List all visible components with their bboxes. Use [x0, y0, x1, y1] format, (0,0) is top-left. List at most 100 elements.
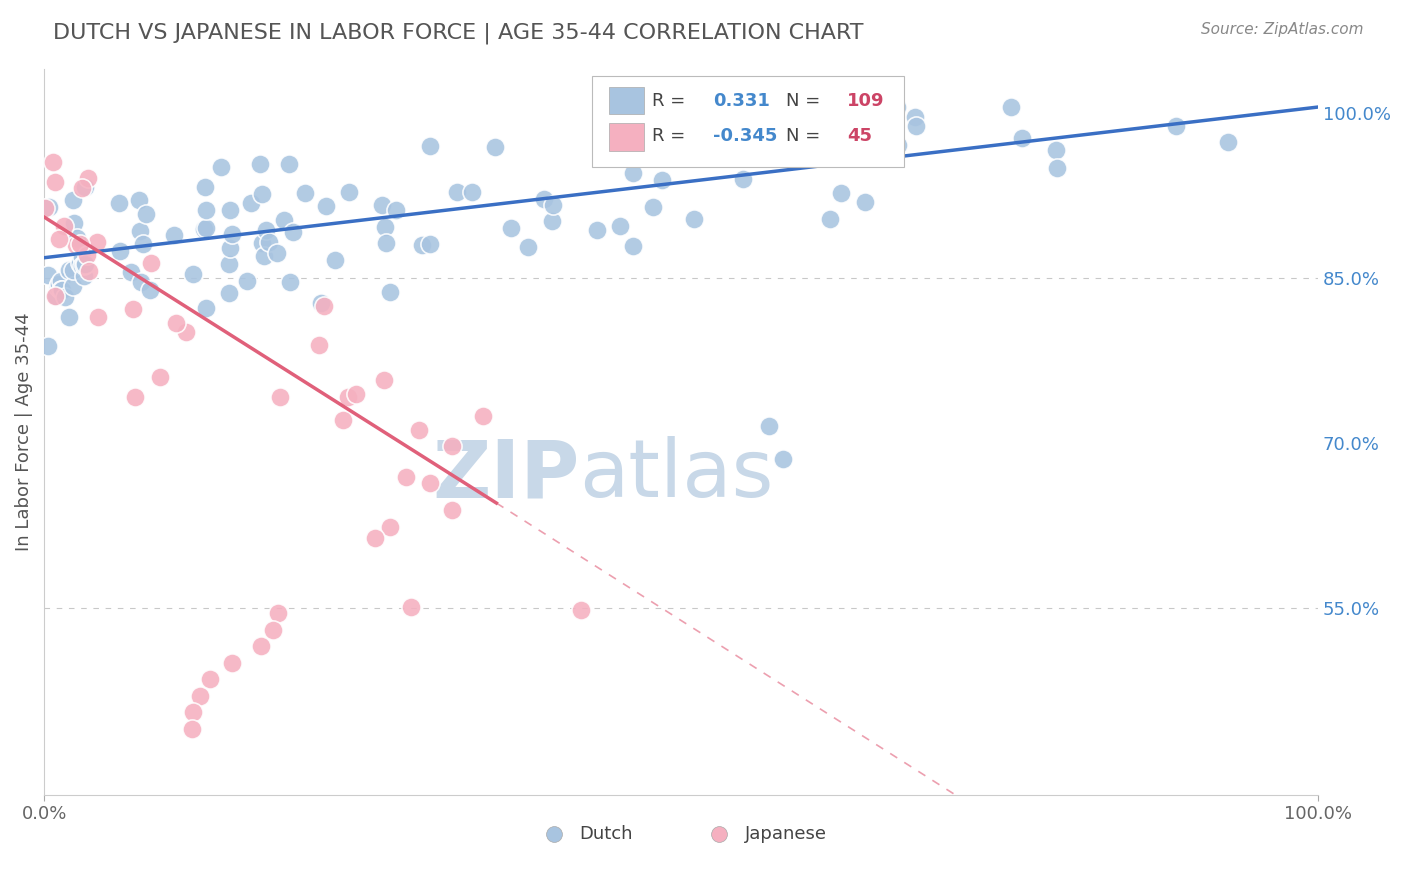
Point — [139, 284, 162, 298]
Point — [124, 390, 146, 404]
Point — [73, 259, 96, 273]
Point — [394, 470, 416, 484]
Point — [461, 185, 484, 199]
Point — [533, 192, 555, 206]
Point — [411, 238, 433, 252]
Point — [221, 227, 243, 242]
Point — [70, 260, 93, 274]
Text: DUTCH VS JAPANESE IN LABOR FORCE | AGE 35-44 CORRELATION CHART: DUTCH VS JAPANESE IN LABOR FORCE | AGE 3… — [53, 22, 863, 44]
Point — [471, 409, 494, 424]
Point — [135, 207, 157, 221]
Point — [541, 213, 564, 227]
Point — [371, 198, 394, 212]
Point — [65, 237, 87, 252]
Point — [378, 520, 401, 534]
Point — [193, 180, 215, 194]
Point — [165, 316, 187, 330]
Point — [315, 199, 337, 213]
Point — [218, 202, 240, 217]
Point — [609, 219, 631, 233]
Point — [828, 100, 851, 114]
Point — [419, 139, 441, 153]
Point — [62, 193, 84, 207]
FancyBboxPatch shape — [609, 123, 644, 151]
Point — [76, 248, 98, 262]
Point — [257, 235, 280, 249]
Point — [218, 256, 240, 270]
Point — [419, 476, 441, 491]
Point — [49, 283, 72, 297]
Point — [621, 166, 644, 180]
Point — [1011, 131, 1033, 145]
Point — [42, 154, 65, 169]
Point — [586, 223, 609, 237]
Point — [195, 202, 218, 217]
FancyBboxPatch shape — [592, 76, 904, 167]
Text: Source: ZipAtlas.com: Source: ZipAtlas.com — [1201, 22, 1364, 37]
Point — [87, 310, 110, 325]
Point — [773, 105, 796, 120]
FancyBboxPatch shape — [609, 87, 644, 114]
Text: ZIP: ZIP — [432, 436, 579, 514]
Point — [758, 419, 780, 434]
Point — [262, 623, 284, 637]
Point — [219, 241, 242, 255]
Point — [252, 249, 274, 263]
Text: R =: R = — [652, 127, 685, 145]
Point — [446, 186, 468, 200]
Point — [651, 173, 673, 187]
Point — [905, 120, 928, 134]
Point — [181, 722, 204, 736]
Point — [163, 227, 186, 242]
Point — [254, 223, 277, 237]
Point — [716, 129, 738, 144]
Point — [66, 230, 89, 244]
Point — [811, 118, 834, 132]
Point — [541, 198, 564, 212]
Point — [440, 503, 463, 517]
Point — [294, 186, 316, 200]
Point — [62, 216, 84, 230]
Point — [870, 126, 893, 140]
Point — [48, 232, 70, 246]
Point — [240, 196, 263, 211]
Point — [52, 219, 75, 233]
Point — [250, 235, 273, 250]
Point — [120, 265, 142, 279]
Point — [198, 672, 221, 686]
Point — [37, 339, 59, 353]
Point — [174, 326, 197, 340]
Point — [517, 240, 540, 254]
Point — [281, 225, 304, 239]
Text: -0.345: -0.345 — [713, 127, 778, 145]
Text: N =: N = — [786, 92, 820, 111]
Point — [62, 262, 84, 277]
Point — [70, 181, 93, 195]
Text: Japanese: Japanese — [745, 825, 827, 844]
Text: N =: N = — [786, 127, 820, 145]
Point — [49, 274, 72, 288]
Point — [314, 299, 336, 313]
Point — [77, 264, 100, 278]
Text: atlas: atlas — [579, 436, 773, 514]
Y-axis label: In Labor Force | Age 35-44: In Labor Force | Age 35-44 — [15, 312, 32, 551]
Point — [399, 600, 422, 615]
Point — [37, 268, 59, 282]
Point — [1166, 119, 1188, 133]
Point — [853, 195, 876, 210]
Point — [129, 275, 152, 289]
Point — [278, 275, 301, 289]
Point — [818, 211, 841, 226]
Point — [419, 236, 441, 251]
Point — [86, 235, 108, 249]
Point — [499, 220, 522, 235]
Point — [249, 157, 271, 171]
Point — [45, 289, 67, 303]
Point — [149, 370, 172, 384]
Text: 45: 45 — [846, 127, 872, 145]
Point — [34, 202, 56, 216]
Point — [267, 606, 290, 620]
Point — [195, 301, 218, 315]
Point — [385, 203, 408, 218]
Point — [69, 236, 91, 251]
